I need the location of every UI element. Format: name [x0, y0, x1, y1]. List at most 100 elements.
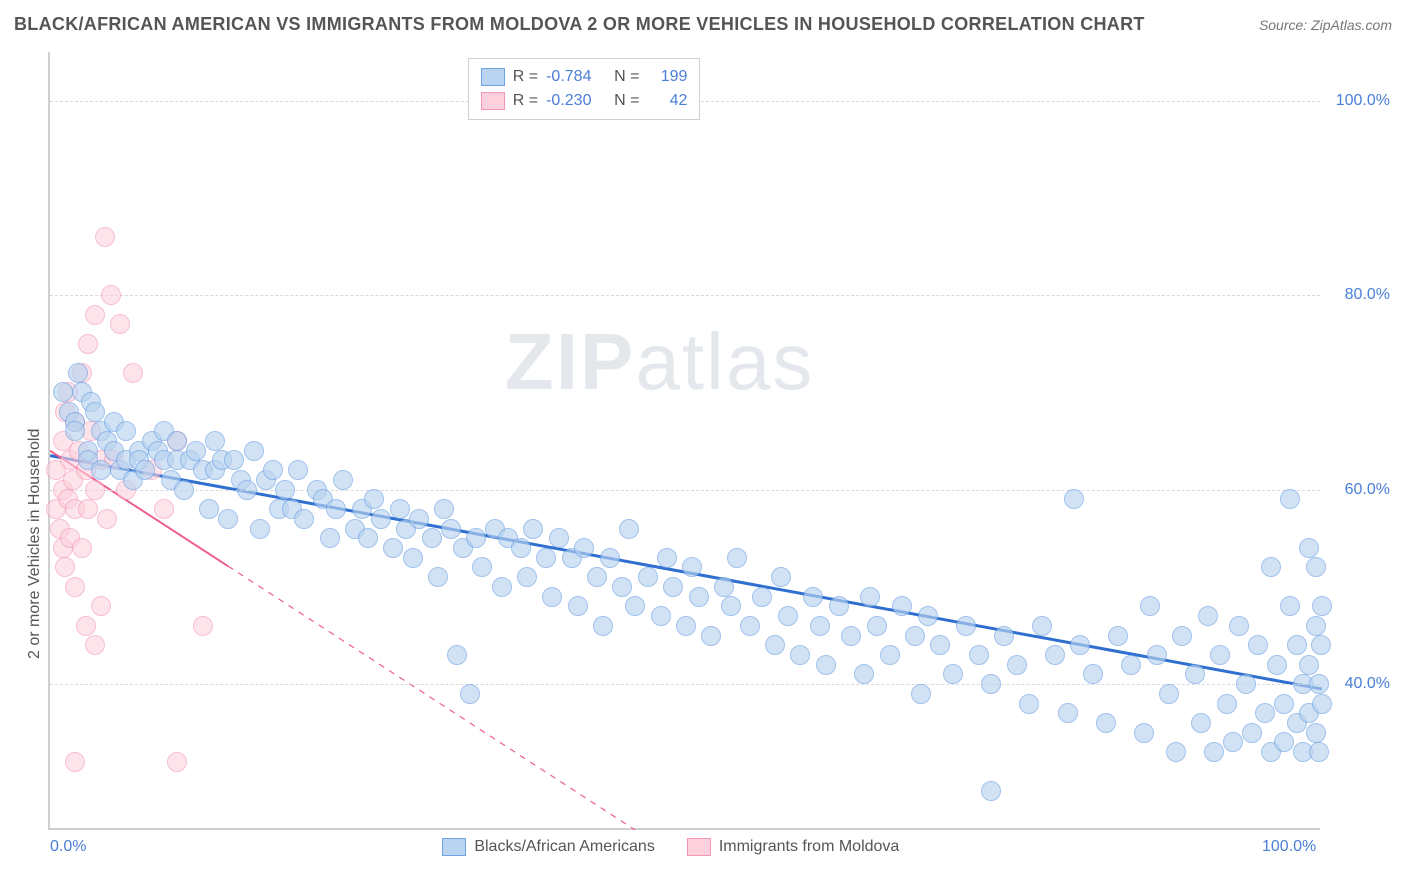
n-label: N = — [614, 65, 639, 89]
data-point — [657, 548, 677, 568]
data-point — [1166, 742, 1186, 762]
data-point — [752, 587, 772, 607]
y-axis-title: 2 or more Vehicles in Household — [26, 428, 44, 658]
data-point — [199, 499, 219, 519]
data-point — [55, 557, 75, 577]
data-point — [1255, 703, 1275, 723]
data-point — [326, 499, 346, 519]
data-point — [1299, 655, 1319, 675]
data-point — [1096, 713, 1116, 733]
data-point — [186, 441, 206, 461]
data-point — [167, 752, 187, 772]
data-point — [1299, 538, 1319, 558]
data-point — [1140, 596, 1160, 616]
data-point — [1309, 742, 1329, 762]
data-point — [1312, 694, 1332, 714]
data-point — [65, 421, 85, 441]
data-point — [288, 460, 308, 480]
source-attribution: Source: ZipAtlas.com — [1259, 17, 1392, 33]
data-point — [1058, 703, 1078, 723]
gridline — [50, 684, 1320, 685]
data-point — [1223, 732, 1243, 752]
data-point — [1311, 635, 1331, 655]
data-point — [682, 557, 702, 577]
data-point — [765, 635, 785, 655]
data-point — [358, 528, 378, 548]
data-point — [593, 616, 613, 636]
legend-row: R =-0.784N =199 — [481, 65, 688, 89]
data-point — [76, 616, 96, 636]
gridline — [50, 295, 1320, 296]
data-point — [403, 548, 423, 568]
data-point — [422, 528, 442, 548]
data-point — [383, 538, 403, 558]
watermark: ZIPatlas — [505, 316, 814, 408]
data-point — [53, 382, 73, 402]
data-point — [371, 509, 391, 529]
data-point — [237, 480, 257, 500]
source-value: ZipAtlas.com — [1311, 17, 1392, 33]
data-point — [943, 664, 963, 684]
data-point — [867, 616, 887, 636]
data-point — [612, 577, 632, 597]
data-point — [428, 567, 448, 587]
data-point — [85, 402, 105, 422]
legend-swatch — [687, 838, 711, 856]
data-point — [701, 626, 721, 646]
data-point — [390, 499, 410, 519]
data-point — [320, 528, 340, 548]
data-point — [969, 645, 989, 665]
data-point — [587, 567, 607, 587]
legend-label: Immigrants from Moldova — [719, 838, 900, 856]
data-point — [85, 480, 105, 500]
data-point — [174, 480, 194, 500]
data-point — [1019, 694, 1039, 714]
data-point — [91, 596, 111, 616]
data-point — [918, 606, 938, 626]
data-point — [154, 499, 174, 519]
data-point — [434, 499, 454, 519]
data-point — [523, 519, 543, 539]
data-point — [1274, 694, 1294, 714]
data-point — [981, 674, 1001, 694]
data-point — [854, 664, 874, 684]
data-point — [466, 528, 486, 548]
data-point — [689, 587, 709, 607]
data-point — [110, 314, 130, 334]
source-label: Source: — [1259, 17, 1307, 33]
data-point — [930, 635, 950, 655]
data-point — [1007, 655, 1027, 675]
data-point — [95, 227, 115, 247]
data-point — [218, 509, 238, 529]
data-point — [1261, 557, 1281, 577]
data-point — [790, 645, 810, 665]
data-point — [1306, 557, 1326, 577]
data-point — [1280, 596, 1300, 616]
data-point — [333, 470, 353, 490]
data-point — [1198, 606, 1218, 626]
trend-lines-layer — [50, 52, 1322, 830]
data-point — [740, 616, 760, 636]
data-point — [492, 577, 512, 597]
data-point — [364, 489, 384, 509]
data-point — [568, 596, 588, 616]
data-point — [263, 460, 283, 480]
data-point — [880, 645, 900, 665]
data-point — [542, 587, 562, 607]
data-point — [193, 616, 213, 636]
data-point — [994, 626, 1014, 646]
x-tick-label: 0.0% — [50, 838, 86, 856]
data-point — [860, 587, 880, 607]
data-point — [65, 577, 85, 597]
data-point — [91, 460, 111, 480]
legend-swatch — [442, 838, 466, 856]
data-point — [1242, 723, 1262, 743]
data-point — [574, 538, 594, 558]
data-point — [275, 480, 295, 500]
data-point — [816, 655, 836, 675]
data-point — [409, 509, 429, 529]
y-tick-label: 40.0% — [1330, 675, 1390, 693]
data-point — [78, 334, 98, 354]
data-point — [294, 509, 314, 529]
data-point — [619, 519, 639, 539]
